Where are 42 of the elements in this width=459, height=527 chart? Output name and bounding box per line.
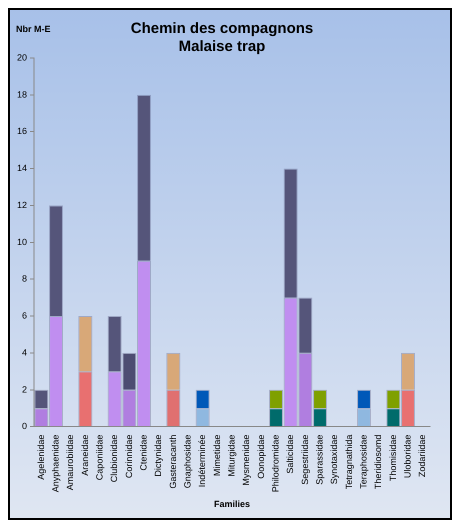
x-tick-label: Sparassidae xyxy=(314,434,324,485)
y-tick-label: 4 xyxy=(22,347,28,358)
y-tick-label: 6 xyxy=(22,310,28,321)
y-axis-title: Nbr M-E xyxy=(16,24,50,34)
x-tick-label: Synotaxidae xyxy=(329,434,340,484)
y-tick-label: 16 xyxy=(16,126,28,136)
x-tick-label: Dictynidae xyxy=(153,434,164,477)
x-tick-label: Miturgidae xyxy=(226,434,236,477)
y-tick-label: 2 xyxy=(22,384,28,394)
x-tick-label: Zodariidae xyxy=(417,434,428,478)
x-tick-label: Philodromidae xyxy=(270,434,280,492)
x-tick-label: Indéterminée xyxy=(197,434,208,488)
chart-title: Chemin des compagnons xyxy=(130,20,314,38)
y-tick-label: 0 xyxy=(22,421,28,432)
x-tick-label: Clubionidae xyxy=(109,434,120,482)
x-tick-label: Anyphaenidae xyxy=(50,434,60,492)
x-tick-label: Agelenidae xyxy=(36,434,46,480)
x-tick-label: Corinnidae xyxy=(124,434,134,478)
x-tick-label: Segestriidae xyxy=(300,434,310,485)
x-tick-label: Oonopidae xyxy=(256,434,266,479)
x-tick-label: Gasteracanth xyxy=(168,434,178,489)
chart-subtitle: Malaise trap xyxy=(178,38,266,56)
y-tick-label: 20 xyxy=(16,52,28,62)
x-tick-label: Teraphosidae xyxy=(358,434,368,489)
x-tick-label: Ctenidae xyxy=(138,434,148,471)
x-tick-label: Mysmenidae xyxy=(241,434,252,486)
x-tick-label: Gnaphosidae xyxy=(182,434,192,488)
x-tick-label: Tetragnathida xyxy=(344,434,354,490)
x-tick-label: Mimetidae xyxy=(212,434,222,476)
y-tick-label: 10 xyxy=(16,236,28,247)
x-tick-label: Uloboridae xyxy=(402,434,412,478)
x-tick-label: Amaurobiidae xyxy=(65,434,76,490)
x-axis-title: Families xyxy=(214,499,250,510)
x-tick-label: Araneidae xyxy=(80,434,90,476)
x-tick-label: Salticidae xyxy=(285,434,296,474)
y-tick-label: 18 xyxy=(16,89,28,100)
x-tick-label: Caponiidae xyxy=(94,434,104,480)
y-tick-label: 12 xyxy=(16,200,28,210)
x-tick-label: Thomisidae xyxy=(388,434,398,482)
x-tick-label: Theridiosomd xyxy=(373,434,384,490)
y-tick-label: 8 xyxy=(22,274,28,284)
y-tick-label: 14 xyxy=(16,163,28,174)
